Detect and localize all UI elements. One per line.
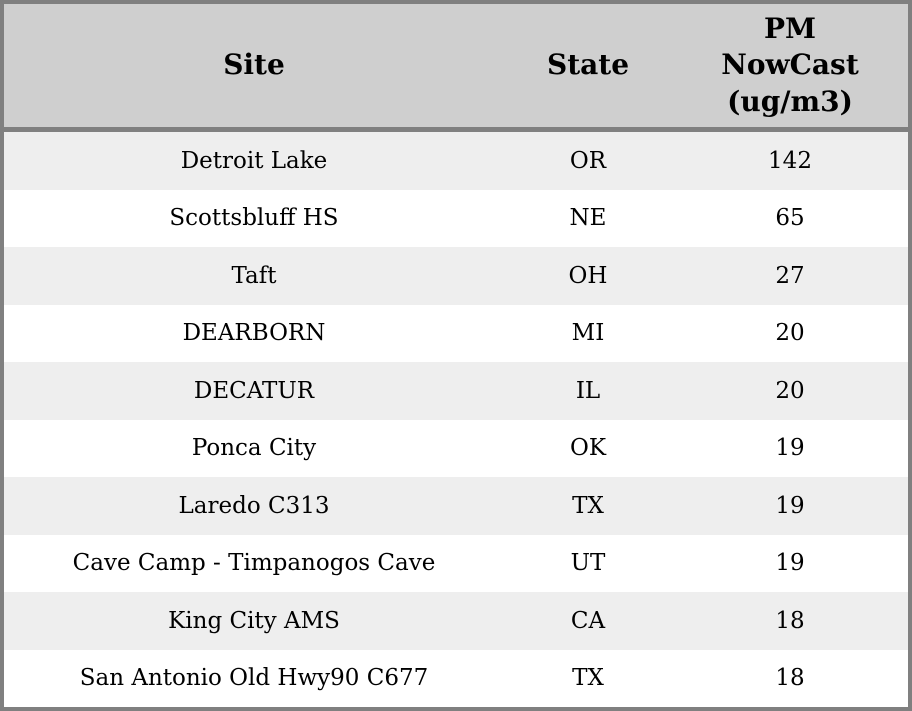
cell-site: Taft bbox=[231, 262, 277, 289]
cell-site: Ponca City bbox=[191, 435, 317, 462]
table-row: DEARBORN MI 20 bbox=[4, 304, 908, 362]
cell-state: CA bbox=[570, 607, 606, 634]
cell-state: UT bbox=[570, 550, 606, 577]
header-label-site: Site bbox=[223, 48, 285, 82]
table-row: San Antonio Old Hwy90 C677 TX 18 bbox=[4, 649, 908, 707]
cell-site: Detroit Lake bbox=[180, 147, 328, 174]
cell-state: MI bbox=[571, 320, 605, 347]
table-row: King City AMS CA 18 bbox=[4, 592, 908, 650]
header-cell-pm-nowcast: PM NowCast (ug/m3) bbox=[672, 11, 908, 120]
header-label-state: State bbox=[546, 48, 630, 82]
cell-site: DEARBORN bbox=[182, 320, 326, 347]
table-row: Laredo C313 TX 19 bbox=[4, 477, 908, 535]
cell-site: King City AMS bbox=[168, 607, 340, 634]
header-cell-state: State bbox=[504, 47, 672, 83]
table-row: Scottsbluff HS NE 65 bbox=[4, 189, 908, 247]
cell-site: Laredo C313 bbox=[178, 492, 330, 519]
cell-site: San Antonio Old Hwy90 C677 bbox=[79, 665, 429, 692]
pm-label-line-1: PM bbox=[763, 11, 817, 45]
cell-pm-nowcast: 65 bbox=[775, 205, 805, 232]
pm-label-line-3: (ug/m3) bbox=[727, 84, 853, 118]
cell-pm-nowcast: 19 bbox=[775, 492, 805, 519]
cell-pm-nowcast: 20 bbox=[775, 377, 805, 404]
cell-state: OH bbox=[568, 262, 608, 289]
cell-pm-nowcast: 19 bbox=[775, 435, 805, 462]
table-row: Detroit Lake OR 142 bbox=[4, 132, 908, 190]
cell-state: TX bbox=[572, 665, 604, 692]
table-header-row: Site State PM NowCast (ug/m3) bbox=[4, 4, 908, 132]
pm-label-line-2: NowCast bbox=[721, 48, 859, 82]
cell-state: TX bbox=[572, 492, 604, 519]
cell-site: Cave Camp - Timpanogos Cave bbox=[72, 550, 436, 577]
table-row: Ponca City OK 19 bbox=[4, 419, 908, 477]
header-cell-site: Site bbox=[4, 47, 504, 83]
cell-site: DECATUR bbox=[193, 377, 315, 404]
cell-pm-nowcast: 27 bbox=[775, 262, 805, 289]
cell-site: Scottsbluff HS bbox=[169, 205, 339, 232]
cell-pm-nowcast: 20 bbox=[775, 320, 805, 347]
table-body: Detroit Lake OR 142 Scottsbluff HS NE 65… bbox=[4, 132, 908, 707]
cell-state: OK bbox=[569, 435, 607, 462]
cell-state: OR bbox=[569, 147, 607, 174]
table-row: Cave Camp - Timpanogos Cave UT 19 bbox=[4, 534, 908, 592]
cell-pm-nowcast: 19 bbox=[775, 550, 805, 577]
cell-pm-nowcast: 142 bbox=[768, 147, 812, 174]
cell-pm-nowcast: 18 bbox=[775, 607, 805, 634]
table-row: DECATUR IL 20 bbox=[4, 362, 908, 420]
header-label-pm-nowcast: PM NowCast (ug/m3) bbox=[672, 11, 908, 120]
cell-state: NE bbox=[569, 205, 607, 232]
cell-state: IL bbox=[575, 377, 601, 404]
cell-pm-nowcast: 18 bbox=[775, 665, 805, 692]
table-row: Taft OH 27 bbox=[4, 247, 908, 305]
